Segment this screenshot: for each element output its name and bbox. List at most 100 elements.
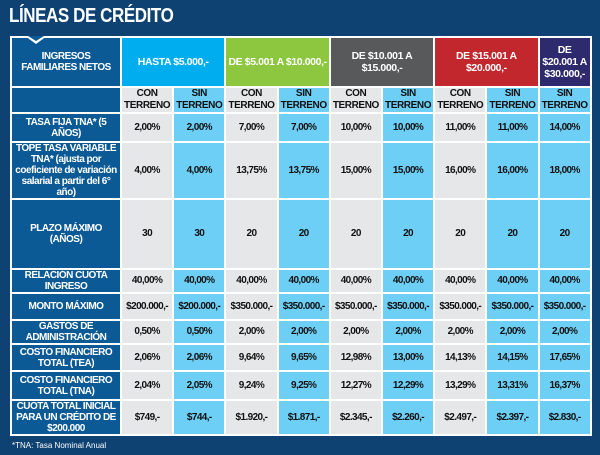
subheader-cell: CON TERRENO: [224, 86, 279, 114]
subheader-cell: SIN TERRENO: [172, 86, 227, 114]
value-cell: 7,00%: [276, 112, 331, 143]
row-label: GASTOS DE ADMINISTRACIÓN: [10, 319, 122, 345]
value-cell: 12,27%: [328, 370, 383, 401]
value-cell: 7,00%: [224, 112, 279, 143]
subheader-cell: SIN TERRENO: [380, 86, 436, 114]
value-cell: $350.000,-: [328, 292, 383, 321]
value-cell: 17,65%: [537, 343, 592, 372]
credit-lines-table: INGRESOS FAMILIARES NETOS HASTA $5.000,- D…: [10, 36, 592, 436]
row-label: CUOTA TOTAL INICIAL PARA UN CRÉDITO DE $…: [10, 399, 122, 436]
value-cell: 13,75%: [276, 141, 331, 200]
value-cell: 4,00%: [119, 141, 175, 200]
value-cell: $2.497,-: [433, 399, 488, 436]
value-cell: 12,29%: [380, 370, 436, 401]
subheader-cell: CON TERRENO: [119, 86, 175, 114]
value-cell: 2,00%: [485, 319, 540, 345]
row-label: MONTO MÁXIMO: [10, 292, 122, 321]
row-label: COSTO FINANCIERO TOTAL (TNA): [10, 370, 122, 401]
table-row: MONTO MÁXIMO $200.000,- $200.000,- $350.000…: [10, 292, 592, 321]
group-header: DE $5.001 A $10.000,-: [224, 36, 331, 88]
value-cell: $1.871,-: [276, 399, 331, 436]
notch-decoration-inner: [28, 36, 44, 41]
group-header: HASTA $5.000,-: [119, 36, 227, 88]
value-cell: 2,00%: [172, 112, 227, 143]
value-cell: 2,00%: [119, 112, 175, 143]
group-header: DE $15.001 A $20.000,-: [433, 36, 540, 88]
value-cell: 20: [433, 198, 488, 270]
group-header: DE $20.001 A $30.000,-: [537, 36, 592, 88]
value-cell: $350.000,-: [224, 292, 279, 321]
value-cell: 20: [224, 198, 279, 270]
value-cell: 14,13%: [433, 343, 488, 372]
value-cell: 10,00%: [328, 112, 383, 143]
value-cell: 9,24%: [224, 370, 279, 401]
header-label: INGRESOS FAMILIARES NETOS: [10, 36, 122, 88]
value-cell: $200.000,-: [119, 292, 175, 321]
value-cell: 20: [276, 198, 331, 270]
value-cell: 20: [485, 198, 540, 270]
value-cell: 16,37%: [537, 370, 592, 401]
table-row: TASA FIJA TNA* (5 AÑOS) 2,00% 2,00% 7,00% 7,…: [10, 112, 592, 143]
value-cell: $744,-: [172, 399, 227, 436]
value-cell: 2,06%: [119, 343, 175, 372]
footnote: *TNA: Tasa Nominal Anual: [12, 441, 107, 450]
value-cell: $2.260,-: [380, 399, 436, 436]
value-cell: $749,-: [119, 399, 175, 436]
subheader-cell: SIN TERRENO: [276, 86, 331, 114]
subheader-label-empty: [10, 86, 122, 114]
table-row: PLAZO MÁXIMO (AÑOS) 30 30 20 20 20 20 20 20 20: [10, 198, 592, 270]
subheader-row: CON TERRENO SIN TERRENO CON TERRENO SIN TER…: [10, 86, 592, 114]
header-row: INGRESOS FAMILIARES NETOS HASTA $5.000,- D…: [10, 36, 592, 88]
value-cell: 2,05%: [172, 370, 227, 401]
value-cell: 9,25%: [276, 370, 331, 401]
value-cell: 40,00%: [328, 268, 383, 294]
value-cell: 18,00%: [537, 141, 592, 200]
table-row: TOPE TASA VARIABLE TNA* (ajusta por coef…: [10, 141, 592, 200]
value-cell: 16,00%: [433, 141, 488, 200]
value-cell: 9,64%: [224, 343, 279, 372]
row-label: COSTO FINANCIERO TOTAL (TEA): [10, 343, 122, 372]
value-cell: $2.397,-: [485, 399, 540, 436]
row-label: PLAZO MÁXIMO (AÑOS): [10, 198, 122, 270]
value-cell: 20: [380, 198, 436, 270]
page-title: LÍNEAS DE CRÉDITO: [9, 5, 174, 27]
table-row: COSTO FINANCIERO TOTAL (TEA) 2,06% 2,06% 9,…: [10, 343, 592, 372]
value-cell: 30: [119, 198, 175, 270]
value-cell: 40,00%: [380, 268, 436, 294]
value-cell: 40,00%: [537, 268, 592, 294]
value-cell: 11,00%: [433, 112, 488, 143]
value-cell: $2.345,-: [328, 399, 383, 436]
value-cell: 15,00%: [328, 141, 383, 200]
value-cell: $2.830,-: [537, 399, 592, 436]
value-cell: 2,04%: [119, 370, 175, 401]
value-cell: 20: [537, 198, 592, 270]
table-row: CUOTA TOTAL INICIAL PARA UN CRÉDITO DE $…: [10, 399, 592, 436]
value-cell: 0,50%: [119, 319, 175, 345]
subheader-cell: SIN TERRENO: [537, 86, 592, 114]
subheader-cell: SIN TERRENO: [485, 86, 540, 114]
value-cell: 30: [172, 198, 227, 270]
value-cell: 20: [328, 198, 383, 270]
value-cell: 14,00%: [537, 112, 592, 143]
value-cell: $350.000,-: [485, 292, 540, 321]
value-cell: 13,00%: [380, 343, 436, 372]
value-cell: 13,75%: [224, 141, 279, 200]
value-cell: $1.920,-: [224, 399, 279, 436]
value-cell: 10,00%: [380, 112, 436, 143]
value-cell: 40,00%: [119, 268, 175, 294]
row-label: TASA FIJA TNA* (5 AÑOS): [10, 112, 122, 143]
value-cell: 40,00%: [433, 268, 488, 294]
value-cell: $350.000,-: [537, 292, 592, 321]
value-cell: 2,00%: [224, 319, 279, 345]
value-cell: 2,00%: [537, 319, 592, 345]
value-cell: 2,06%: [172, 343, 227, 372]
table-row: RELACIÓN CUOTA INGRESO 40,00% 40,00% 40,00%…: [10, 268, 592, 294]
table-row: COSTO FINANCIERO TOTAL (TNA) 2,04% 2,05% 9,…: [10, 370, 592, 401]
row-label: TOPE TASA VARIABLE TNA* (ajusta por coef…: [10, 141, 122, 200]
value-cell: 40,00%: [224, 268, 279, 294]
subheader-cell: CON TERRENO: [433, 86, 488, 114]
row-label: RELACIÓN CUOTA INGRESO: [10, 268, 122, 294]
group-header: DE $10.001 A $15.000,-: [328, 36, 436, 88]
value-cell: $350.000,-: [433, 292, 488, 321]
